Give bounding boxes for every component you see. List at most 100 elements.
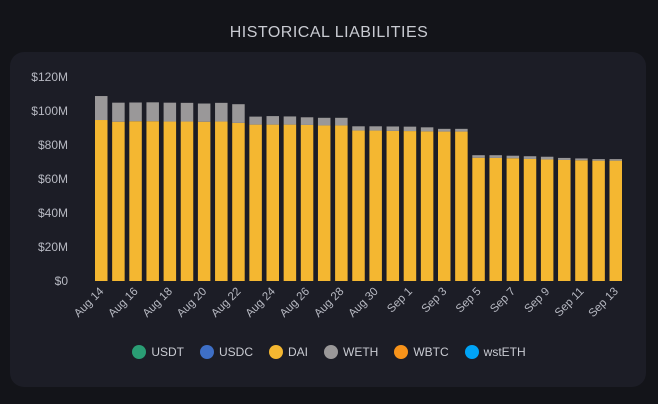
y-tick-label: $100M [31, 104, 68, 118]
bar-segment-dai[interactable] [369, 130, 382, 281]
legend-label: USDC [218, 345, 253, 359]
x-tick-label: Sep 9 [523, 286, 553, 316]
bar-segment-dai[interactable] [163, 121, 177, 281]
bar-segment-dai[interactable] [232, 122, 245, 282]
bar-segment-weth[interactable] [592, 159, 605, 161]
bar-segment-dai[interactable] [558, 159, 571, 281]
legend-item-usdc[interactable]: USDC [199, 345, 253, 359]
legend-label: DAI [288, 345, 309, 359]
bar-segment-weth[interactable] [300, 117, 314, 125]
bar-segment-weth[interactable] [163, 102, 177, 122]
x-tick-label: Aug 22 [209, 286, 243, 320]
x-tick-label: Aug 30 [347, 286, 381, 320]
bar-segment-weth[interactable] [403, 126, 417, 132]
bar-segment-weth[interactable] [129, 102, 142, 122]
bar-segment-weth[interactable] [335, 117, 348, 126]
y-tick-label: $80M [38, 138, 68, 152]
legend-item-wsteth[interactable]: wstETH [464, 345, 526, 359]
bar-segment-dai[interactable] [215, 121, 228, 281]
x-tick-label: Aug 28 [312, 286, 346, 320]
bar-segment-weth[interactable] [369, 126, 382, 131]
bar-segment-weth[interactable] [197, 103, 211, 122]
y-tick-label: $60M [38, 172, 68, 186]
bar-segment-weth[interactable] [266, 116, 280, 125]
bar-segment-dai[interactable] [266, 124, 280, 281]
bar-segment-weth[interactable] [180, 102, 194, 122]
y-tick-label: $40M [38, 206, 68, 220]
bar-segment-dai[interactable] [300, 124, 314, 281]
bar-segment-weth[interactable] [472, 155, 485, 158]
bar-segment-weth[interactable] [540, 156, 554, 160]
bar-segment-weth[interactable] [438, 128, 451, 132]
legend-swatch [269, 345, 283, 359]
legend: USDT USDC DAI WETH WBTC wstETH [0, 345, 658, 359]
bar-segment-weth[interactable] [386, 126, 400, 131]
bar-segment-weth[interactable] [215, 102, 228, 122]
x-tick-label: Sep 5 [454, 286, 484, 316]
bar-segment-weth[interactable] [575, 158, 588, 161]
bar-segment-dai[interactable] [146, 121, 159, 281]
bar-segment-weth[interactable] [489, 155, 502, 158]
x-tick-label: Sep 11 [553, 286, 587, 320]
bar-segment-dai[interactable] [472, 157, 485, 281]
bar-segment-dai[interactable] [335, 125, 348, 281]
legend-label: USDT [151, 345, 184, 359]
bar-segment-weth[interactable] [523, 156, 537, 159]
bar-segment-weth[interactable] [455, 128, 468, 132]
bar-segment-dai[interactable] [352, 130, 365, 281]
bar-segment-dai[interactable] [489, 157, 502, 281]
bar-segment-weth[interactable] [146, 102, 159, 122]
bar-segment-weth[interactable] [112, 102, 125, 122]
x-tick-label: Sep 7 [488, 286, 518, 316]
x-tick-label: Aug 18 [141, 286, 175, 320]
bar-segment-weth[interactable] [283, 116, 297, 125]
bar-segment-dai[interactable] [575, 160, 588, 281]
bar-segment-dai[interactable] [540, 159, 554, 281]
bar-segment-dai[interactable] [112, 121, 125, 282]
bar-segment-dai[interactable] [438, 131, 451, 281]
bar-segment-dai[interactable] [420, 131, 434, 281]
legend-swatch [132, 345, 147, 359]
x-tick-label: Aug 26 [278, 286, 312, 320]
bar-segment-dai[interactable] [455, 131, 468, 281]
legend-label: wstETH [483, 345, 526, 359]
x-tick-label: Aug 14 [72, 285, 107, 320]
bar-segment-weth[interactable] [506, 155, 520, 159]
bar-segment-weth[interactable] [249, 116, 262, 125]
bar-segment-dai[interactable] [129, 121, 142, 281]
bar-segment-weth[interactable] [609, 159, 623, 161]
bar-segment-weth[interactable] [95, 96, 108, 121]
bar-segment-dai[interactable] [523, 158, 537, 281]
bar-segment-dai[interactable] [386, 130, 400, 281]
bar-segment-weth[interactable] [317, 117, 331, 126]
bar-segment-dai[interactable] [283, 124, 297, 281]
bar-segment-dai[interactable] [506, 158, 520, 281]
legend-item-weth[interactable]: WETH [324, 345, 378, 359]
legend-label: WBTC [413, 345, 449, 359]
bar-segment-weth[interactable] [420, 127, 434, 132]
bar-segment-dai[interactable] [609, 160, 623, 281]
bar-segment-dai[interactable] [317, 125, 331, 281]
x-tick-label: Sep 1 [385, 286, 415, 316]
bar-segment-weth[interactable] [352, 126, 365, 131]
bar-segment-dai[interactable] [95, 120, 108, 281]
bar-segment-dai[interactable] [180, 121, 194, 281]
legend-item-usdt[interactable]: USDT [132, 345, 184, 359]
bar-segment-dai[interactable] [592, 160, 605, 281]
bar-segment-weth[interactable] [558, 157, 571, 160]
legend-swatch [324, 345, 339, 359]
bar-segment-dai[interactable] [249, 124, 262, 281]
legend-swatch [464, 345, 479, 359]
y-tick-label: $0 [55, 274, 69, 288]
x-tick-label: Sep 3 [420, 286, 450, 316]
legend-item-wbtc[interactable]: WBTC [394, 345, 449, 359]
legend-item-dai[interactable]: DAI [269, 345, 308, 359]
bar-segment-dai[interactable] [403, 131, 417, 281]
y-tick-label: $20M [38, 240, 68, 254]
bar-segment-dai[interactable] [197, 121, 211, 282]
x-tick-label: Aug 16 [106, 286, 140, 320]
bar-segment-weth[interactable] [232, 104, 245, 123]
legend-swatch [394, 345, 409, 359]
x-tick-label: Aug 20 [175, 286, 209, 320]
